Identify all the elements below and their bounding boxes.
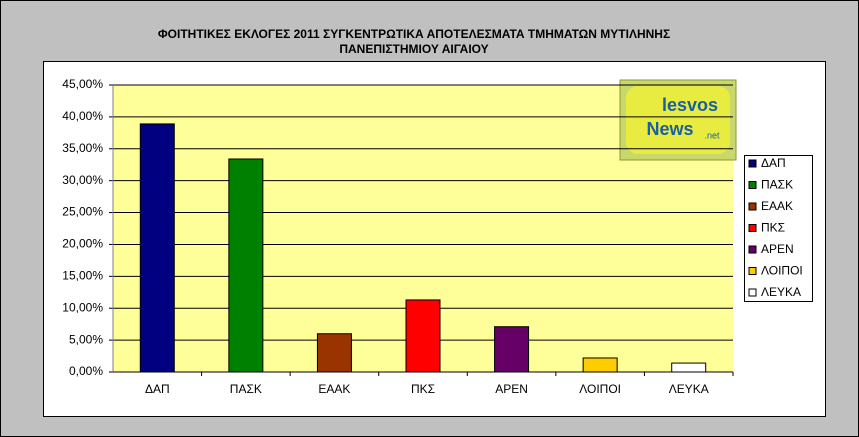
legend-label: ΔΑΠ — [761, 156, 786, 170]
legend-swatch — [748, 202, 757, 211]
bar — [316, 333, 352, 373]
bar — [582, 357, 618, 373]
legend-label: ΠΚΣ — [761, 221, 785, 235]
y-tick-label: 30,00% — [62, 173, 103, 187]
x-tick-label: ΠΚΣ — [411, 382, 435, 396]
x-tick-label: ΑΡΕΝ — [495, 382, 528, 396]
y-tick-label: 0,00% — [69, 364, 103, 378]
legend-label: ΛΟΙΠΟΙ — [761, 264, 803, 278]
legend-label: ΑΡΕΝ — [761, 242, 794, 256]
legend-label: ΕΑΑΚ — [761, 199, 793, 213]
y-tick-label: 20,00% — [62, 237, 103, 251]
x-tick-label: ΛΟΙΠΟΙ — [579, 382, 621, 396]
logo-text: lesvos — [662, 95, 718, 115]
y-tick-label: 25,00% — [62, 205, 103, 219]
y-tick-label: 10,00% — [62, 300, 103, 314]
x-tick-label: ΛΕΥΚΑ — [669, 382, 709, 396]
bar — [494, 326, 530, 373]
bar — [139, 123, 175, 373]
x-tick-label: ΔΑΠ — [145, 382, 170, 396]
legend-swatch — [748, 224, 757, 232]
legend-swatch — [748, 245, 757, 254]
chart-title: ΦΟΙΤΗΤΙΚΕΣ ΕΚΛΟΓΕΣ 2011 ΣΥΓΚΕΝΤΡΩΤΙΚΑ ΑΠ… — [158, 27, 670, 41]
bar — [228, 158, 264, 373]
logo: lesvos News .net — [619, 79, 737, 161]
bar — [671, 362, 707, 373]
y-tick-label: 40,00% — [62, 109, 103, 123]
legend-swatch — [748, 159, 757, 168]
logo-text: .net — [704, 130, 720, 140]
logo-inner — [626, 86, 730, 154]
x-tick-label: ΕΑΑΚ — [318, 382, 350, 396]
legend-swatch — [748, 288, 757, 297]
y-tick-label: 5,00% — [69, 332, 103, 346]
legend-label: ΠΑΣΚ — [761, 178, 793, 192]
chart-title: ΠΑΝΕΠΙΣΤΗΜΙΟΥ ΑΙΓΑΙΟΥ — [339, 42, 488, 56]
legend-swatch — [748, 267, 757, 275]
legend-swatch — [748, 181, 757, 189]
x-tick-label: ΠΑΣΚ — [230, 382, 262, 396]
y-tick-label: 35,00% — [62, 141, 103, 155]
logo-text: News — [646, 119, 693, 139]
legend-label: ΛΕΥΚΑ — [761, 285, 801, 299]
y-tick-label: 45,00% — [62, 77, 103, 91]
bar — [405, 299, 441, 373]
y-tick-label: 15,00% — [62, 269, 103, 283]
